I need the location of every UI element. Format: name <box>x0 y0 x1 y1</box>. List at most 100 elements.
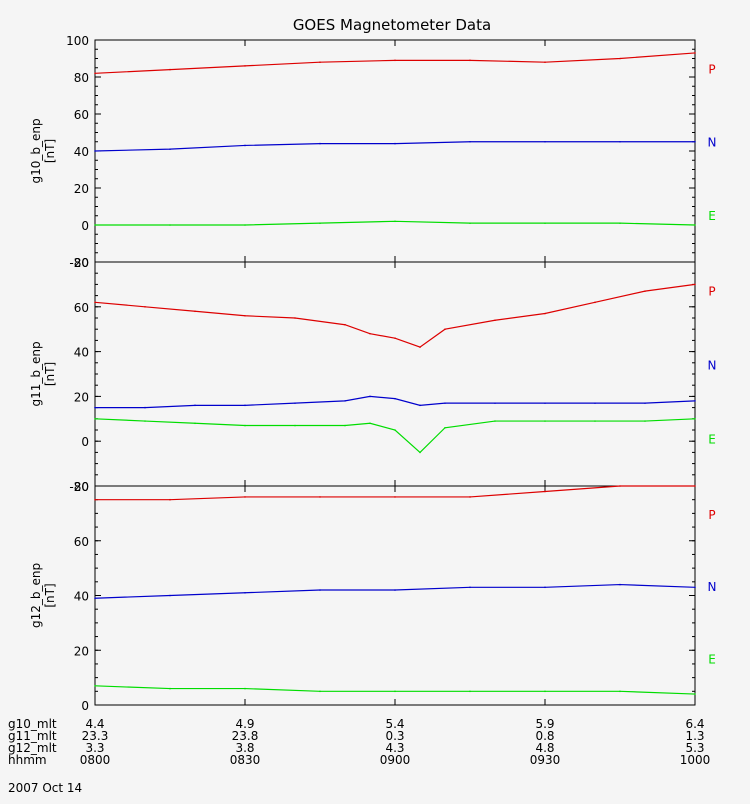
series-point-N <box>94 150 96 152</box>
series-point-E <box>244 687 246 690</box>
date-label: 2007 Oct 14 <box>8 781 82 795</box>
series-point-P <box>494 319 496 322</box>
legend-N: N <box>708 580 717 594</box>
mlt-value: 23.8 <box>232 729 259 743</box>
series-point-E <box>94 685 96 687</box>
series-point-N <box>319 589 321 591</box>
series-point-E <box>394 690 396 693</box>
series-point-P <box>369 332 371 335</box>
mlt-value: 1000 <box>680 753 711 767</box>
mlt-value: 0930 <box>530 753 561 767</box>
series-point-N <box>94 406 96 409</box>
series-point-N <box>169 148 171 150</box>
legend-P: P <box>708 62 715 76</box>
series-point-P <box>444 328 446 331</box>
y-tick-label: 60 <box>74 108 89 122</box>
series-point-N <box>544 402 546 404</box>
series-point-P <box>694 52 696 54</box>
mlt-value: 3.3 <box>85 741 104 755</box>
legend-E: E <box>708 432 716 446</box>
series-point-E <box>394 220 396 223</box>
series-point-N <box>344 400 346 402</box>
series-point-N <box>694 140 696 143</box>
series-point-N <box>619 583 621 586</box>
mlt-row-label: hhmm <box>8 753 47 767</box>
series-point-E <box>144 420 146 422</box>
panel-frame <box>94 39 696 263</box>
panel-frame <box>94 261 696 487</box>
series-point-E <box>94 418 96 420</box>
legend-E: E <box>708 209 716 223</box>
series-point-E <box>244 424 246 427</box>
series-point-P <box>294 317 296 319</box>
series-point-E <box>619 690 621 693</box>
series-point-P <box>244 496 246 498</box>
series-point-N <box>244 404 246 407</box>
series-point-N <box>394 142 396 145</box>
series-point-N <box>144 406 146 409</box>
y-tick-label: -20 <box>69 256 89 270</box>
series-point-P <box>544 61 546 63</box>
mlt-value: 4.4 <box>85 717 104 731</box>
series-point-N <box>244 144 246 147</box>
y-tick-label: 40 <box>74 346 89 360</box>
series-point-N <box>169 594 171 597</box>
mlt-row-label: g10_mlt <box>8 717 57 731</box>
series-point-E <box>394 429 396 431</box>
mlt-value: 4.9 <box>235 717 254 731</box>
y-axis-label: g12_b_enp[nT] <box>29 563 57 628</box>
series-point-P <box>94 498 96 501</box>
series-point-E <box>244 224 246 226</box>
legend-P: P <box>708 508 715 522</box>
series-point-E <box>344 424 346 427</box>
series-point-E <box>169 224 171 226</box>
series-point-E <box>594 420 596 422</box>
y-tick-label: 80 <box>74 256 89 270</box>
series-point-P <box>144 306 146 308</box>
series-line-E <box>94 418 696 454</box>
series-point-P <box>169 68 171 71</box>
series-point-N <box>194 404 196 407</box>
legend-P: P <box>708 285 715 299</box>
panel-3: 0 20 40 60 80 g12_b_enp[nT] P N E <box>29 480 716 713</box>
mlt-table: g10_mlt 4.4 4.9 5.4 5.9 6.4 g11_mlt 23.3 23.8 0.3… <box>8 717 710 767</box>
series-point-P <box>694 485 696 487</box>
panel-1: -20 0 20 40 60 80 100 g10_b_enp[nT] P N E <box>29 34 716 270</box>
series-point-E <box>694 418 696 420</box>
series-point-N <box>244 591 246 594</box>
y-tick-label: 100 <box>66 34 89 48</box>
series-point-P <box>619 485 621 487</box>
legend-E: E <box>708 652 716 666</box>
series-point-E <box>94 224 96 226</box>
series-point-E <box>544 222 546 224</box>
series-point-P <box>544 312 546 315</box>
series-point-P <box>644 290 646 292</box>
series-point-N <box>319 142 321 145</box>
series-point-E <box>644 420 646 422</box>
series-point-P <box>544 490 546 493</box>
series-point-P <box>319 61 321 63</box>
series-point-P <box>469 59 471 62</box>
series-point-P <box>594 301 596 304</box>
series-point-N <box>369 395 371 398</box>
series-point-N <box>694 400 696 402</box>
series-point-E <box>544 690 546 693</box>
mlt-value: 0.3 <box>385 729 404 743</box>
mlt-value: 0900 <box>380 753 411 767</box>
y-tick-label: 0 <box>81 219 89 233</box>
panel-2: -20 0 20 40 60 80 g11_b_enp[nT] P N E <box>29 256 716 494</box>
series-point-E <box>319 690 321 693</box>
mlt-value: 1.3 <box>685 729 704 743</box>
series-line-P <box>94 52 696 74</box>
series-point-N <box>469 586 471 589</box>
series-point-N <box>594 402 596 404</box>
chart-title: GOES Magnetometer Data <box>293 16 491 34</box>
series-point-P <box>244 65 246 67</box>
series-point-P <box>394 496 396 498</box>
y-axis-label: g11_b_enp[nT] <box>29 341 57 406</box>
series-point-E <box>194 422 196 425</box>
series-point-E <box>544 420 546 422</box>
series-point-P <box>419 346 421 348</box>
legend-N: N <box>708 359 717 373</box>
